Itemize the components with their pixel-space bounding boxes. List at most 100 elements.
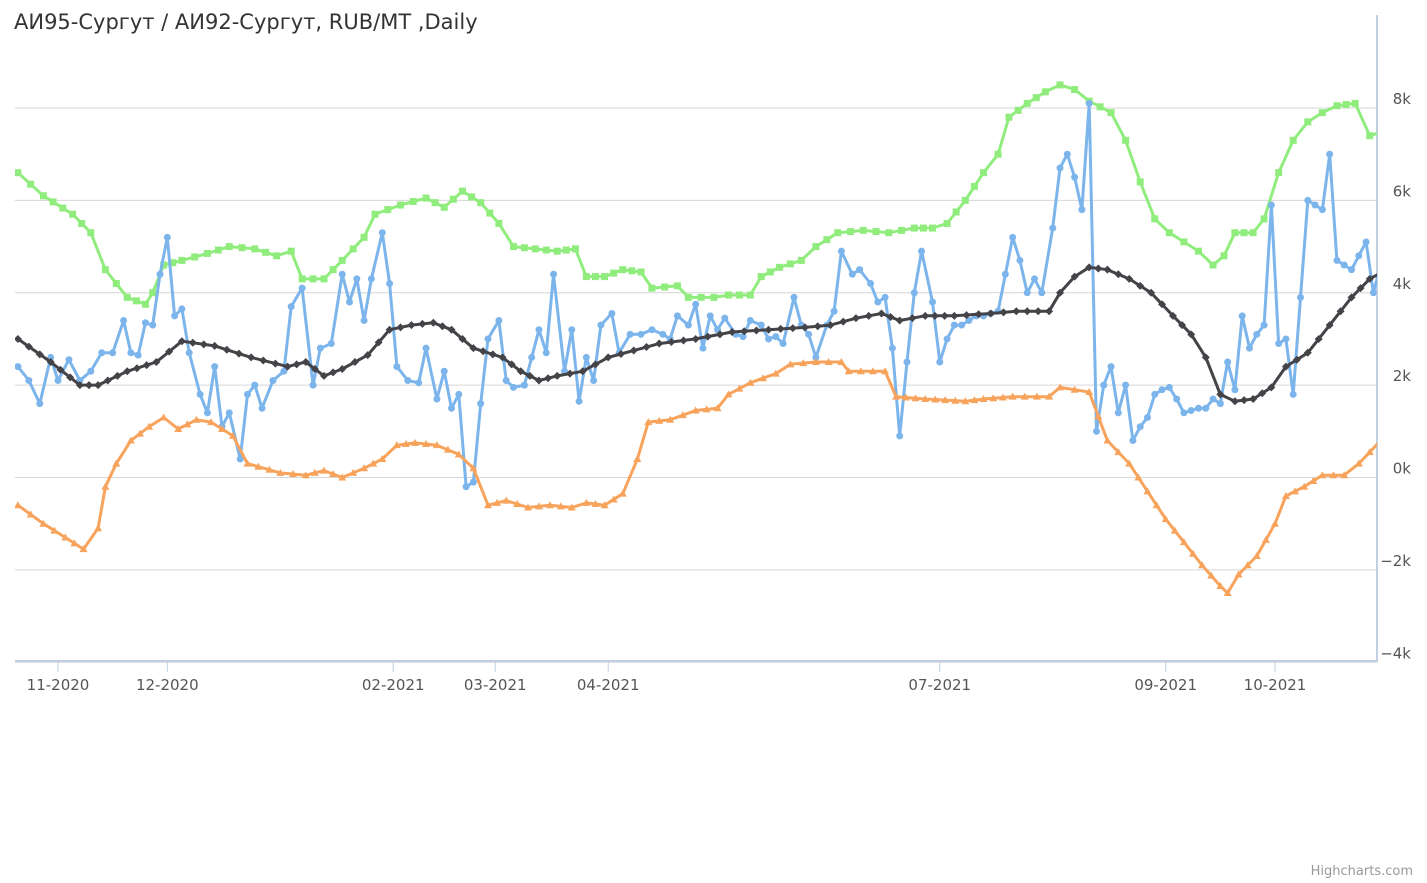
data-point[interactable] [601,273,609,281]
data-point[interactable] [228,431,237,439]
data-point[interactable] [433,395,441,403]
data-point[interactable] [604,353,613,362]
data-point[interactable] [14,169,22,177]
data-point[interactable] [1282,335,1290,343]
data-point[interactable] [999,308,1008,317]
data-point[interactable] [775,263,783,271]
data-point[interactable] [626,330,634,338]
data-point[interactable] [1333,102,1341,110]
data-point[interactable] [703,332,712,341]
data-point[interactable] [371,210,379,218]
data-point[interactable] [776,324,785,333]
data-point[interactable] [449,195,457,203]
data-point[interactable] [273,252,281,260]
data-point[interactable] [477,199,485,207]
data-point[interactable] [142,361,151,370]
data-point[interactable] [823,236,831,244]
data-point[interactable] [1234,570,1243,578]
data-point[interactable] [479,347,488,356]
data-point[interactable] [666,415,675,423]
data-point[interactable] [298,284,306,292]
data-point[interactable] [1092,427,1100,435]
data-point[interactable] [411,438,420,446]
data-point[interactable] [868,367,877,375]
data-point[interactable] [458,187,466,195]
data-point[interactable] [898,226,906,234]
data-point[interactable] [1216,390,1225,399]
data-point[interactable] [177,337,186,346]
data-point[interactable] [859,226,867,234]
data-point[interactable] [970,183,978,191]
data-point[interactable] [39,192,47,200]
data-point[interactable] [1136,178,1144,186]
data-point[interactable] [262,248,270,256]
data-point[interactable] [431,199,439,207]
data-point[interactable] [911,394,920,402]
data-point[interactable] [610,269,618,277]
data-point[interactable] [1114,409,1122,417]
data-point[interactable] [141,319,149,327]
data-point[interactable] [961,196,969,204]
data-point[interactable] [936,358,944,366]
data-point[interactable] [812,243,820,251]
data-point[interactable] [797,256,805,264]
data-point[interactable] [800,323,809,332]
data-point[interactable] [1165,383,1173,391]
data-point[interactable] [735,291,743,299]
data-point[interactable] [174,425,183,433]
data-point[interactable] [691,406,700,414]
data-point[interactable] [928,298,936,306]
data-point[interactable] [1209,261,1217,269]
data-point[interactable] [14,501,22,509]
data-point[interactable] [75,381,84,390]
data-point[interactable] [1023,307,1032,316]
data-point[interactable] [1158,300,1167,309]
data-point[interactable] [50,526,59,534]
data-point[interactable] [642,343,651,352]
data-point[interactable] [79,545,88,553]
data-point[interactable] [759,374,768,382]
data-point[interactable] [1318,206,1326,214]
data-point[interactable] [396,323,405,332]
data-point[interactable] [350,358,359,367]
data-point[interactable] [484,335,492,343]
data-point[interactable] [1311,201,1319,209]
data-point[interactable] [746,291,754,299]
data-point[interactable] [327,340,335,348]
data-point[interactable] [495,219,503,227]
data-point[interactable] [1187,407,1195,415]
data-point[interactable] [210,341,219,350]
data-point[interactable] [349,245,357,253]
data-point[interactable] [185,349,193,357]
data-point[interactable] [404,377,412,385]
data-point[interactable] [1107,109,1115,117]
data-point[interactable] [1134,473,1143,481]
data-point[interactable] [1136,281,1145,290]
data-point[interactable] [757,273,765,281]
data-point[interactable] [458,334,467,343]
data-point[interactable] [1289,136,1297,144]
data-point[interactable] [415,379,423,387]
data-point[interactable] [1180,238,1188,246]
data-point[interactable] [1071,86,1079,94]
data-point[interactable] [123,293,131,301]
data-point[interactable] [61,533,70,541]
data-point[interactable] [684,293,692,301]
data-point[interactable] [565,369,574,378]
data-point[interactable] [448,404,456,412]
data-point[interactable] [1136,423,1144,431]
data-point[interactable] [752,326,761,335]
data-point[interactable] [1078,206,1086,214]
data-point[interactable] [628,267,636,275]
data-point[interactable] [1297,293,1305,301]
data-point[interactable] [943,335,951,343]
data-point[interactable] [1300,482,1309,490]
data-point[interactable] [919,224,927,232]
data-point[interactable] [930,311,939,320]
data-point[interactable] [349,468,358,476]
data-point[interactable] [1216,400,1224,408]
data-point[interactable] [1107,363,1115,371]
data-point[interactable] [618,489,627,497]
data-point[interactable] [847,228,855,236]
data-point[interactable] [1340,471,1349,479]
